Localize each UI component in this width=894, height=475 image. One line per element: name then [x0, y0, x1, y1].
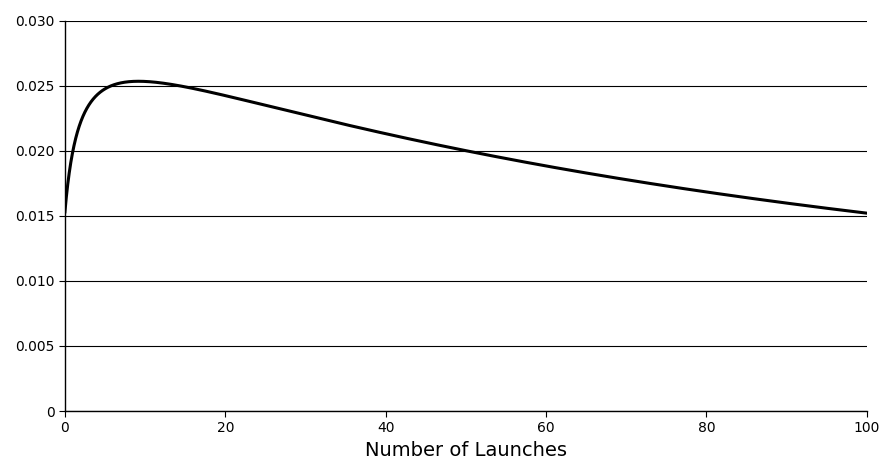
X-axis label: Number of Launches: Number of Launches	[365, 441, 566, 460]
